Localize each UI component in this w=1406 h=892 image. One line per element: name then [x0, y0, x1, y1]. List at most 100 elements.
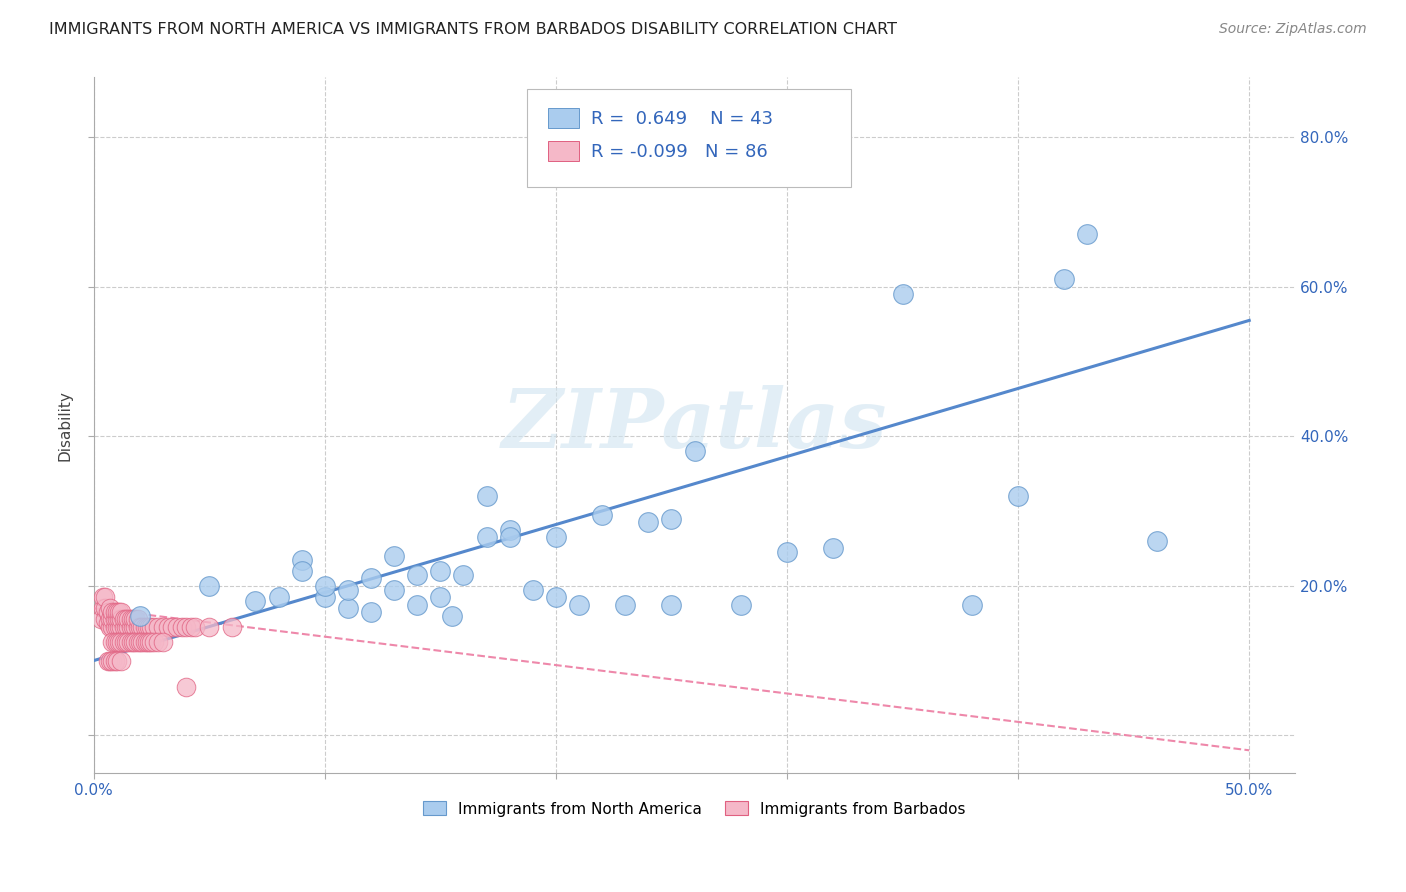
Point	[112, 620, 135, 634]
Point	[568, 598, 591, 612]
Point	[120, 620, 142, 634]
Point	[98, 601, 121, 615]
Point	[105, 612, 128, 626]
Point	[406, 567, 429, 582]
Point	[103, 654, 125, 668]
Point	[124, 620, 146, 634]
Point	[156, 620, 179, 634]
Point	[105, 605, 128, 619]
Point	[98, 612, 121, 626]
Point	[129, 608, 152, 623]
Point	[94, 601, 117, 615]
Point	[637, 516, 659, 530]
Point	[138, 635, 160, 649]
Point	[730, 598, 752, 612]
Point	[429, 564, 451, 578]
Point	[120, 612, 142, 626]
Text: R =  0.649    N = 43: R = 0.649 N = 43	[591, 110, 773, 128]
Point	[131, 635, 153, 649]
Point	[101, 605, 124, 619]
Point	[94, 590, 117, 604]
Point	[108, 612, 131, 626]
Point	[97, 654, 120, 668]
Point	[112, 612, 135, 626]
Point	[97, 616, 120, 631]
Point	[174, 680, 197, 694]
Point	[148, 620, 170, 634]
Point	[122, 612, 145, 626]
Point	[98, 654, 121, 668]
Point	[129, 635, 152, 649]
Point	[406, 598, 429, 612]
Point	[291, 564, 314, 578]
Point	[105, 635, 128, 649]
Point	[91, 590, 114, 604]
Point	[138, 620, 160, 634]
Point	[221, 620, 243, 634]
Point	[499, 530, 522, 544]
Point	[198, 620, 221, 634]
Point	[1146, 533, 1168, 548]
Point	[110, 635, 132, 649]
Point	[110, 620, 132, 634]
Point	[105, 620, 128, 634]
Point	[360, 605, 382, 619]
Point	[122, 635, 145, 649]
Text: ZIPatlas: ZIPatlas	[502, 385, 887, 465]
Point	[429, 590, 451, 604]
Point	[120, 635, 142, 649]
Point	[108, 605, 131, 619]
Point	[614, 598, 637, 612]
Point	[823, 541, 845, 556]
Point	[544, 530, 567, 544]
Point	[522, 582, 544, 597]
Point	[382, 582, 405, 597]
Point	[142, 635, 165, 649]
Point	[115, 620, 138, 634]
Point	[152, 620, 174, 634]
Point	[94, 612, 117, 626]
Text: R = -0.099   N = 86: R = -0.099 N = 86	[591, 143, 768, 161]
Point	[129, 620, 152, 634]
Point	[91, 601, 114, 615]
Point	[591, 508, 613, 522]
Point	[117, 635, 139, 649]
Point	[108, 635, 131, 649]
Point	[101, 635, 124, 649]
Y-axis label: Disability: Disability	[58, 390, 72, 460]
Point	[142, 620, 165, 634]
Point	[90, 612, 112, 626]
Point	[101, 612, 124, 626]
Text: IMMIGRANTS FROM NORTH AMERICA VS IMMIGRANTS FROM BARBADOS DISABILITY CORRELATION: IMMIGRANTS FROM NORTH AMERICA VS IMMIGRA…	[49, 22, 897, 37]
Point	[314, 590, 336, 604]
Point	[122, 620, 145, 634]
Point	[1007, 489, 1029, 503]
Point	[174, 620, 197, 634]
Point	[180, 620, 202, 634]
Point	[891, 287, 914, 301]
Point	[115, 612, 138, 626]
Point	[127, 635, 149, 649]
Point	[776, 545, 799, 559]
Point	[105, 654, 128, 668]
Point	[198, 579, 221, 593]
Point	[141, 635, 163, 649]
Point	[661, 511, 683, 525]
Point	[1053, 272, 1076, 286]
Point	[103, 635, 125, 649]
Point	[245, 594, 267, 608]
Point	[97, 605, 120, 619]
Point	[115, 635, 138, 649]
Legend: Immigrants from North America, Immigrants from Barbados: Immigrants from North America, Immigrant…	[416, 794, 973, 824]
Point	[117, 612, 139, 626]
Point	[110, 654, 132, 668]
Point	[475, 530, 498, 544]
Point	[110, 612, 132, 626]
Point	[148, 635, 170, 649]
Point	[110, 605, 132, 619]
Point	[131, 620, 153, 634]
Point	[475, 489, 498, 503]
Point	[336, 582, 359, 597]
Point	[152, 635, 174, 649]
Point	[108, 620, 131, 634]
